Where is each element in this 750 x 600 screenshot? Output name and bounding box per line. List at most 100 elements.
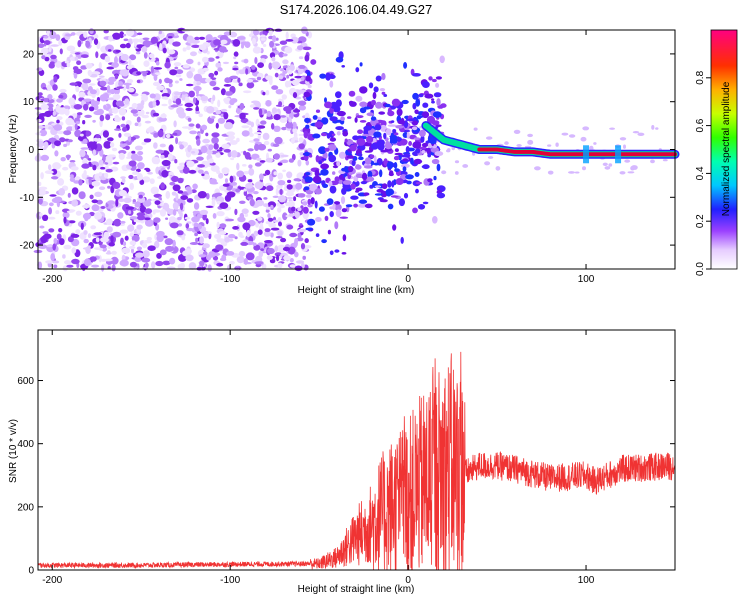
spectral-blob: [185, 150, 192, 158]
spectral-blob: [418, 93, 424, 98]
spectral-blob: [364, 203, 373, 209]
spectral-blob: [637, 132, 645, 136]
spectral-blob: [84, 258, 91, 267]
spectral-blob: [300, 243, 306, 250]
spectral-blob: [276, 254, 280, 262]
spectral-blob: [427, 153, 432, 158]
spectral-blob: [361, 172, 368, 181]
spectral-blob: [294, 211, 300, 219]
spectral-blob: [192, 210, 198, 214]
spectral-blob: [308, 183, 318, 192]
spectral-blob: [219, 202, 229, 210]
spectral-blob: [415, 188, 419, 194]
spectral-blob: [54, 150, 59, 157]
spectral-blob: [219, 223, 227, 229]
spectral-blob: [83, 230, 88, 235]
spectral-blob: [186, 71, 194, 79]
spectral-blob: [161, 96, 169, 100]
spectral-blob: [254, 261, 264, 265]
spectral-blob: [44, 56, 50, 62]
spectral-blob: [181, 191, 189, 196]
spectral-blob: [141, 141, 147, 146]
colorbar-tick-label: 0.2: [695, 214, 706, 228]
spectral-blob: [267, 201, 277, 209]
spectral-blob: [383, 94, 388, 97]
spectral-blob: [627, 171, 635, 174]
spectral-blob: [147, 245, 156, 251]
spectral-blob: [147, 198, 152, 202]
spectral-blob: [288, 80, 292, 88]
spectral-blob: [268, 29, 273, 36]
spectral-blob: [208, 158, 214, 164]
spectral-blob: [64, 260, 72, 265]
spectral-blob: [268, 62, 273, 70]
spectral-blob: [202, 67, 209, 72]
spectral-blob: [350, 183, 356, 190]
spectral-blob: [319, 73, 327, 79]
spectral-blob: [140, 93, 147, 97]
spectral-blob: [383, 158, 388, 167]
spectral-blob: [174, 95, 178, 99]
spectral-blob: [307, 136, 311, 140]
spectral-blob: [332, 171, 336, 175]
spectral-blob: [270, 227, 280, 231]
spectral-blob: [486, 136, 493, 140]
spectral-blob: [236, 162, 240, 171]
spectral-blob: [136, 32, 143, 36]
spectral-blob: [51, 176, 59, 180]
spectral-blob: [454, 171, 459, 175]
snr-xtick-label: 100: [578, 575, 595, 586]
spectral-blob: [179, 144, 185, 150]
spectral-blob: [402, 166, 407, 172]
spectral-blob: [254, 132, 262, 135]
spectral-blob: [188, 90, 195, 98]
spectral-blob: [84, 114, 92, 118]
spectral-blob: [415, 98, 421, 107]
spectral-blob: [122, 126, 128, 132]
spectral-blob: [400, 236, 404, 244]
spectral-blob: [62, 211, 70, 219]
spectral-blob: [122, 241, 127, 246]
spectral-blob: [99, 247, 104, 251]
spectral-blob: [49, 202, 54, 207]
spectral-blob: [422, 201, 429, 205]
spectral-blob: [40, 172, 44, 180]
spectral-blob: [421, 150, 426, 154]
spectral-blob: [209, 181, 219, 185]
spectral-blob: [238, 231, 243, 238]
spectral-blob: [195, 87, 199, 96]
spectral-blob: [307, 204, 313, 208]
spectral-blob: [432, 111, 442, 118]
spectral-blob: [292, 121, 297, 129]
spectral-blob: [243, 190, 248, 197]
spectral-blob: [123, 33, 127, 37]
spectral-blob: [167, 36, 173, 39]
spectral-blob: [79, 149, 86, 157]
spectral-blob: [118, 189, 127, 197]
spectral-blob: [39, 212, 43, 217]
spectral-blob: [347, 116, 352, 119]
spectral-blob: [608, 163, 613, 167]
spectral-blob: [265, 90, 270, 96]
spectral-blob: [164, 61, 171, 69]
spectral-blob: [338, 179, 343, 185]
spectral-blob: [282, 212, 288, 221]
spectral-blob: [92, 100, 100, 106]
spectral-blob: [355, 187, 363, 192]
spectral-blob: [403, 153, 411, 158]
spectral-blob: [80, 222, 84, 230]
spectral-blob: [141, 257, 151, 263]
spectral-blob: [422, 81, 430, 88]
spectral-blob: [247, 179, 253, 183]
spectral-blob: [281, 126, 287, 131]
spectral-blob: [257, 125, 266, 129]
spectral-blob: [157, 205, 161, 209]
spectral-blob: [349, 101, 357, 107]
spectral-blob: [454, 160, 460, 164]
spectral-blob: [137, 122, 142, 127]
spectral-blob: [173, 62, 182, 67]
spectral-blob: [228, 234, 236, 239]
spectral-blob: [124, 235, 129, 241]
spectral-blob: [215, 244, 224, 251]
spectral-blob: [120, 53, 129, 62]
